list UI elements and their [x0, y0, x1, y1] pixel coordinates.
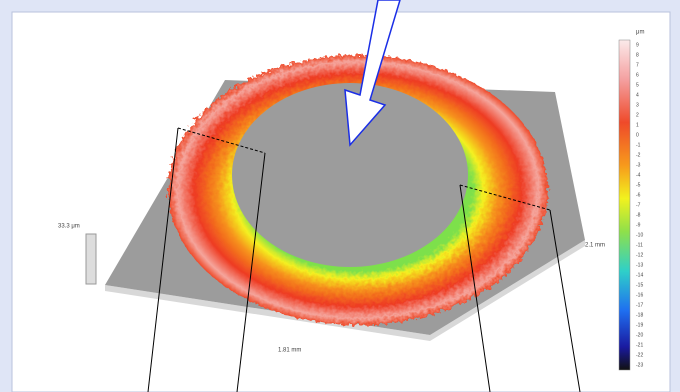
height-scale-label: 33.3 μm: [58, 224, 80, 230]
profilometry-view: 33.3 μm 1.81 mm 2.1 mm μm 9 8 7 6 5 4 3 2 1 0 -1 -2…: [0, 0, 680, 392]
colorbar-tick-label: -23: [636, 362, 643, 368]
colorbar-tick-label: -6: [636, 192, 641, 198]
colorbar-tick-label: -20: [636, 332, 643, 338]
colorbar-tick-label: 7: [636, 62, 639, 68]
colorbar-tick-label: -4: [636, 172, 641, 178]
colorbar-tick-label: 6: [636, 72, 639, 78]
colorbar-tick-label: -17: [636, 302, 643, 308]
colorbar-tick-label: 2: [636, 112, 639, 118]
page: 33.3 μm 1.81 mm 2.1 mm μm 9 8 7 6 5 4 3 2 1 0 -1 -2…: [0, 0, 680, 392]
colorbar-tick-label: -7: [636, 202, 641, 208]
colorbar-tick-label: -2: [636, 152, 641, 158]
height-scale-bar: [86, 234, 96, 284]
colorbar-tick-label: -3: [636, 162, 641, 168]
depth-label: 2.1 mm: [585, 243, 605, 249]
colorbar-tick-label: 1: [636, 122, 639, 128]
colorbar-tick-label: -18: [636, 312, 643, 318]
colorbar-unit: μm: [636, 30, 644, 36]
width-label: 1.81 mm: [278, 348, 301, 354]
colorbar: [619, 40, 630, 370]
colorbar-tick-label: -11: [636, 242, 643, 248]
colorbar-tick-label: -19: [636, 322, 643, 328]
colorbar-tick-label: 0: [636, 132, 639, 138]
colorbar-tick-label: 5: [636, 82, 639, 88]
colorbar-tick-label: 3: [636, 102, 639, 108]
colorbar-tick-label: -5: [636, 182, 641, 188]
colorbar-tick-label: -21: [636, 342, 643, 348]
colorbar-tick-label: -22: [636, 352, 643, 358]
colorbar-tick-label: 8: [636, 52, 639, 58]
colorbar-tick-label: -8: [636, 212, 641, 218]
colorbar-tick-label: -16: [636, 292, 643, 298]
colorbar-tick-label: -1: [636, 142, 641, 148]
colorbar-tick-label: -12: [636, 252, 643, 258]
colorbar-tick-label: -13: [636, 262, 643, 268]
colorbar-tick-label: 4: [636, 92, 639, 98]
colorbar-tick-label: -9: [636, 222, 641, 228]
colorbar-tick-label: -10: [636, 232, 643, 238]
colorbar-tick-label: -14: [636, 272, 643, 278]
colorbar-tick-label: 9: [636, 42, 639, 48]
colorbar-tick-label: -15: [636, 282, 643, 288]
